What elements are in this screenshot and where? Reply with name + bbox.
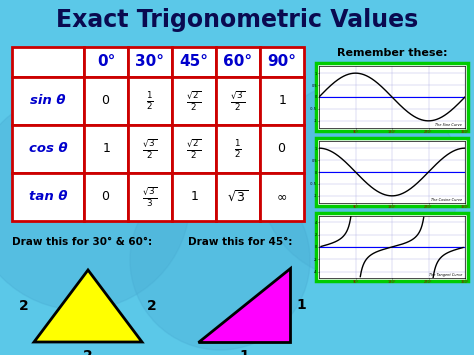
Text: 2: 2: [83, 349, 93, 355]
Text: The Tangent Curve: The Tangent Curve: [428, 273, 462, 277]
Circle shape: [0, 90, 190, 310]
Bar: [128, 47, 172, 77]
Text: sin θ: sin θ: [30, 94, 66, 108]
Text: $\frac{1}{2}$: $\frac{1}{2}$: [234, 138, 242, 160]
Text: $0$: $0$: [277, 142, 287, 155]
Text: 1: 1: [296, 298, 306, 312]
Text: Draw this for 45°:: Draw this for 45°:: [188, 237, 292, 247]
Text: Exact Trigonometric Values: Exact Trigonometric Values: [56, 8, 418, 32]
Text: tan θ: tan θ: [29, 191, 67, 203]
Bar: [216, 47, 260, 77]
Bar: [12, 47, 84, 77]
Bar: [172, 77, 216, 125]
Polygon shape: [34, 270, 142, 342]
Text: $\infty$: $\infty$: [276, 191, 288, 203]
Text: $0$: $0$: [101, 191, 110, 203]
Bar: [12, 77, 84, 125]
Bar: [216, 125, 260, 173]
Text: Draw this for 30° & 60°:: Draw this for 30° & 60°:: [12, 237, 152, 247]
Text: The Sine Curve: The Sine Curve: [435, 123, 462, 127]
Text: Remember these:: Remember these:: [337, 48, 447, 58]
Circle shape: [130, 170, 310, 350]
Text: $\frac{\sqrt{2}}{2}$: $\frac{\sqrt{2}}{2}$: [186, 89, 201, 113]
Bar: [84, 173, 128, 221]
Bar: [260, 125, 304, 173]
Bar: [216, 77, 260, 125]
Polygon shape: [198, 268, 290, 342]
Bar: [216, 173, 260, 221]
Bar: [84, 77, 128, 125]
Bar: [172, 125, 216, 173]
Bar: [172, 47, 216, 77]
Text: 60°: 60°: [223, 55, 253, 70]
Text: 0°: 0°: [97, 55, 115, 70]
Text: cos θ: cos θ: [29, 142, 67, 155]
Text: 45°: 45°: [180, 55, 209, 70]
Bar: [12, 173, 84, 221]
Bar: [128, 173, 172, 221]
Text: $\sqrt{3}$: $\sqrt{3}$: [228, 190, 248, 204]
Text: $\frac{1}{2}$: $\frac{1}{2}$: [146, 90, 154, 112]
Circle shape: [260, 80, 460, 280]
Text: $\frac{\sqrt{3}}{2}$: $\frac{\sqrt{3}}{2}$: [230, 89, 246, 113]
Text: 2: 2: [147, 299, 157, 313]
Bar: [316, 213, 468, 281]
Text: $\frac{\sqrt{3}}{2}$: $\frac{\sqrt{3}}{2}$: [142, 137, 158, 160]
Text: $1$: $1$: [278, 94, 286, 108]
Text: $1$: $1$: [190, 191, 199, 203]
Text: The Cosine Curve: The Cosine Curve: [431, 198, 462, 202]
Bar: [128, 125, 172, 173]
Text: 1: 1: [239, 349, 249, 355]
Bar: [316, 138, 468, 206]
Bar: [172, 173, 216, 221]
Bar: [260, 77, 304, 125]
Bar: [128, 77, 172, 125]
Text: 2: 2: [19, 299, 29, 313]
Text: $1$: $1$: [101, 142, 110, 155]
Bar: [84, 47, 128, 77]
Text: $\frac{\sqrt{2}}{2}$: $\frac{\sqrt{2}}{2}$: [186, 137, 201, 160]
Bar: [12, 125, 84, 173]
Bar: [260, 173, 304, 221]
Text: $\frac{\sqrt{3}}{3}$: $\frac{\sqrt{3}}{3}$: [142, 185, 158, 209]
Text: 30°: 30°: [136, 55, 164, 70]
Text: $0$: $0$: [101, 94, 110, 108]
Text: 90°: 90°: [267, 55, 297, 70]
Bar: [316, 63, 468, 131]
Bar: [84, 125, 128, 173]
Bar: [260, 47, 304, 77]
